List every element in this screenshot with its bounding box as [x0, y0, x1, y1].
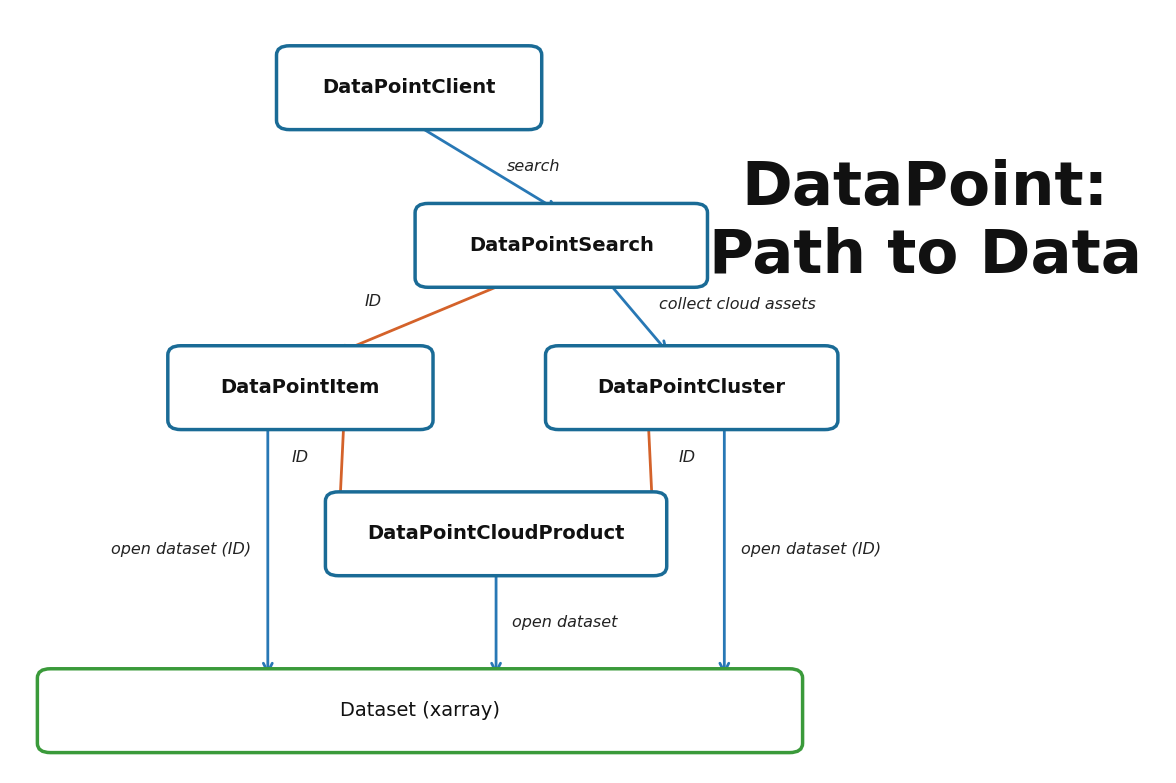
FancyBboxPatch shape: [38, 669, 802, 752]
Text: search: search: [507, 159, 561, 174]
Text: ID: ID: [679, 450, 695, 465]
FancyBboxPatch shape: [326, 492, 667, 576]
Text: DataPointItem: DataPointItem: [221, 378, 380, 397]
Text: DataPointClient: DataPointClient: [322, 78, 496, 97]
Text: DataPointCluster: DataPointCluster: [597, 378, 786, 397]
Text: ID: ID: [365, 294, 382, 309]
Text: open dataset: open dataset: [513, 615, 617, 630]
Text: Dataset (xarray): Dataset (xarray): [340, 702, 500, 720]
Text: DataPoint:
Path to Data: DataPoint: Path to Data: [709, 159, 1142, 286]
Text: DataPointCloudProduct: DataPointCloudProduct: [367, 525, 624, 543]
FancyBboxPatch shape: [168, 346, 433, 430]
FancyBboxPatch shape: [415, 204, 708, 287]
Text: DataPointSearch: DataPointSearch: [469, 236, 654, 255]
FancyBboxPatch shape: [276, 45, 542, 130]
FancyBboxPatch shape: [546, 346, 838, 430]
Text: open dataset (ID): open dataset (ID): [741, 542, 881, 557]
Text: open dataset (ID): open dataset (ID): [112, 542, 252, 557]
Text: ID: ID: [292, 450, 308, 465]
Text: collect cloud assets: collect cloud assets: [659, 298, 816, 312]
